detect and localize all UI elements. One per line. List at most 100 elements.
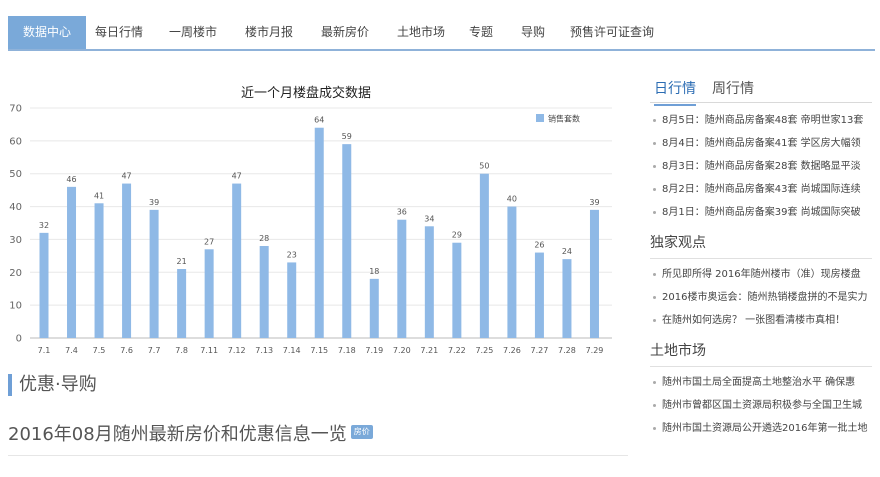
bar (342, 144, 352, 338)
x-tick-label: 7.25 (475, 346, 493, 355)
y-tick-label: 60 (9, 136, 22, 147)
bar (534, 252, 544, 338)
bar-data-label: 39 (589, 198, 599, 207)
bar (67, 186, 77, 338)
bar-data-label: 59 (342, 132, 352, 141)
bar (589, 209, 599, 338)
bar (149, 209, 159, 338)
article-title[interactable]: 2016年08月随州最新房价和优惠信息一览 房价 (8, 420, 373, 446)
bar (204, 249, 214, 338)
bar-data-label: 23 (287, 250, 297, 259)
x-tick-label: 7.8 (175, 346, 188, 355)
bar (397, 219, 407, 338)
tab-daily[interactable]: 日行情 (654, 78, 696, 106)
bar (94, 203, 104, 338)
x-tick-label: 7.15 (310, 346, 328, 355)
x-tick-label: 7.20 (393, 346, 411, 355)
x-tick-label: 7.27 (531, 346, 549, 355)
nav-item-presale-permit[interactable]: 预售许可证查询 (569, 25, 654, 39)
x-tick-label: 7.14 (283, 346, 301, 355)
bar-data-label: 41 (94, 191, 104, 200)
x-tick-label: 7.13 (255, 346, 273, 355)
nav-item-data-center[interactable]: 数据中心 (8, 16, 86, 49)
bar-data-label: 40 (507, 195, 517, 204)
bar (232, 183, 242, 338)
section-title: 优惠·导购 (8, 374, 97, 396)
bar (39, 232, 49, 338)
bar-data-label: 21 (177, 257, 187, 266)
x-tick-label: 7.29 (586, 346, 604, 355)
bar (424, 226, 434, 338)
tab-weekly[interactable]: 周行情 (712, 81, 754, 97)
views-heading: 独家观点 (650, 228, 872, 259)
bar (259, 246, 269, 338)
bar (314, 127, 324, 338)
list-item[interactable]: 8月3日：随州商品房备案28套 数据略显平淡 (650, 155, 872, 178)
y-tick-label: 50 (9, 169, 22, 180)
bar-data-label: 18 (369, 267, 379, 276)
list-item[interactable]: 8月4日：随州商品房备案41套 学区房大幅领 (650, 132, 872, 155)
bar-data-label: 24 (562, 247, 572, 256)
sidebar-tabs: 日行情 周行情 (650, 70, 872, 106)
list-item[interactable]: 2016楼市奥运会：随州热销楼盘拼的不是实力 (650, 286, 872, 309)
bar (507, 206, 517, 338)
land-list: 随州市国土局全面提高土地整治水平 确保惠 随州市曾都区国土资源局积极参与全国卫生… (650, 371, 872, 440)
bar-data-label: 47 (232, 172, 242, 181)
bar (452, 242, 462, 338)
x-tick-label: 7.28 (558, 346, 576, 355)
bar-data-label: 50 (479, 162, 489, 171)
nav-item-latest-prices[interactable]: 最新房价 (320, 25, 369, 39)
list-item[interactable]: 在随州如何选房？ 一张图看清楼市真相！ (650, 309, 872, 332)
chart-svg: 0 10 20 30 40 50 60 70 32 7.1 46 7.4 41 7.5 47 7.6 39 7.7… (9, 104, 612, 355)
nav-item-daily-market[interactable]: 每日行情 (94, 25, 143, 39)
x-tick-label: 7.22 (448, 346, 466, 355)
y-tick-label: 70 (9, 104, 22, 115)
bar (479, 173, 489, 338)
bar-data-label: 26 (534, 241, 544, 250)
article-title-text[interactable]: 2016年08月随州最新房价和优惠信息一览 (8, 424, 347, 445)
x-tick-label: 7.4 (65, 346, 78, 355)
bar (177, 269, 187, 338)
list-item[interactable]: 8月2日：随州商品房备案43套 尚城国际连续 (650, 178, 872, 201)
x-tick-label: 7.18 (338, 346, 356, 355)
x-tick-label: 7.1 (38, 346, 51, 355)
nav-item-shopping-guide[interactable]: 导购 (520, 25, 545, 39)
list-item[interactable]: 8月1日：随州商品房备案39套 尚城国际突破 (650, 201, 872, 224)
list-item[interactable]: 随州市国土资源局公开遴选2016年第一批土地 (650, 417, 872, 440)
x-tick-label: 7.26 (503, 346, 521, 355)
x-tick-label: 7.12 (228, 346, 246, 355)
nav-item-land-market[interactable]: 土地市场 (396, 25, 445, 39)
list-item[interactable]: 所见即所得 2016年随州楼市（准）现房楼盘 (650, 263, 872, 286)
x-tick-label: 7.19 (365, 346, 383, 355)
bar-data-label: 34 (424, 214, 434, 223)
list-item[interactable]: 随州市国土局全面提高土地整治水平 确保惠 (650, 371, 872, 394)
nav-item-weekly-market[interactable]: 一周楼市 (168, 25, 217, 39)
sidebar: 日行情 周行情 8月5日：随州商品房备案48套 帝明世家13套 8月4日：随州商… (650, 70, 872, 440)
x-tick-label: 7.6 (120, 346, 133, 355)
bar (122, 183, 132, 338)
x-tick-label: 7.21 (420, 346, 438, 355)
bar-data-label: 32 (39, 221, 49, 230)
daily-list: 8月5日：随州商品房备案48套 帝明世家13套 8月4日：随州商品房备案41套 … (650, 109, 872, 224)
bar-data-label: 29 (452, 231, 462, 240)
bar-data-label: 64 (314, 116, 324, 125)
bar-data-label: 36 (397, 208, 407, 217)
nav-item-special[interactable]: 专题 (468, 25, 493, 39)
list-item[interactable]: 8月5日：随州商品房备案48套 帝明世家13套 (650, 109, 872, 132)
bar (562, 259, 572, 338)
list-item[interactable]: 随州市曾都区国土资源局积极参与全国卫生城 (650, 394, 872, 417)
y-tick-label: 40 (9, 202, 22, 213)
legend-swatch (536, 114, 544, 122)
chart-title: 近一个月楼盘成交数据 (240, 86, 371, 101)
land-heading: 土地市场 (650, 336, 872, 367)
article-tag-badge: 房价 (350, 425, 373, 439)
bar-data-label: 27 (204, 237, 214, 246)
y-tick-label: 10 (9, 301, 22, 312)
sales-chart: 近一个月楼盘成交数据 0 10 20 30 40 50 60 70 32 7.1 46 7.4 41 7.… (0, 70, 620, 360)
y-tick-label: 30 (9, 235, 22, 246)
legend-label: 销售套数 (548, 114, 580, 124)
x-tick-label: 7.5 (93, 346, 106, 355)
bar (287, 262, 297, 338)
views-list: 所见即所得 2016年随州楼市（准）现房楼盘 2016楼市奥运会：随州热销楼盘拼… (650, 263, 872, 332)
nav-item-monthly-report[interactable]: 楼市月报 (244, 25, 293, 39)
